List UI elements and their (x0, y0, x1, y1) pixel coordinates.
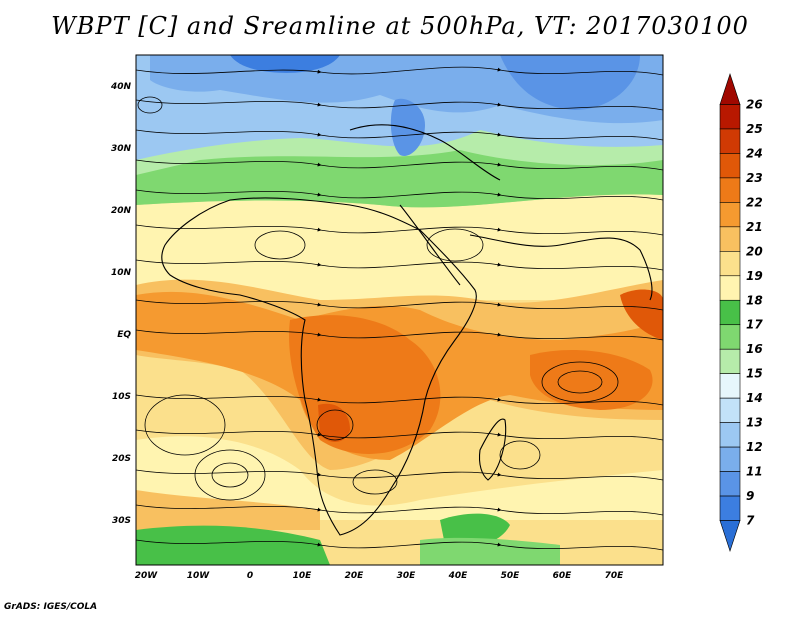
coastlines (161, 124, 653, 536)
colorbar-swatch (719, 251, 741, 277)
lat-label: 10S (112, 392, 131, 402)
colorbar-label: 23 (746, 171, 763, 185)
lon-label: 20E (345, 571, 365, 581)
colorbar-label: 25 (746, 122, 763, 136)
lat-label: 30N (111, 144, 132, 154)
map-frame (135, 54, 664, 566)
colorbar-swatch (719, 446, 741, 472)
lon-label: 0 (247, 571, 253, 581)
colorbar-swatch (719, 422, 741, 448)
colorbar-swatch (719, 348, 741, 374)
colorbar-swatch (719, 373, 741, 399)
lat-label: 10N (111, 268, 132, 278)
colorbar-swatch (719, 226, 741, 252)
colorbar-swatch (719, 73, 741, 105)
colorbar-label: 12 (746, 440, 763, 454)
colorbar-label: 13 (746, 416, 763, 430)
wbpt-shading (136, 55, 663, 565)
colorbar-swatch (719, 202, 741, 228)
lat-axis: 40N 30N 20N 10N EQ 10S 20S 30S (110, 82, 132, 526)
colorbar-swatch (719, 275, 741, 301)
colorbar-swatch (719, 520, 741, 552)
lon-axis: 20W 10W 0 10E 20E 30E 40E 50E 60E 70E (135, 571, 624, 581)
colorbar-label: 7 (746, 514, 755, 528)
colorbar-label: 18 (746, 293, 763, 307)
colorbar-label: 26 (746, 97, 763, 111)
lon-label: 50E (501, 571, 521, 581)
lon-label: 10E (293, 571, 313, 581)
colorbar-label: 11 (746, 465, 763, 479)
lat-label: EQ (117, 330, 131, 340)
colorbar-label: 9 (746, 489, 754, 503)
colorbar: 26 25 24 23 22 21 20 19 18 17 16 15 14 13 12 11 9 7 (719, 73, 763, 552)
colorbar-swatch (719, 104, 741, 130)
lon-label: 60E (553, 571, 573, 581)
colorbar-swatch (719, 299, 741, 326)
lon-label: 70E (605, 571, 625, 581)
map-title: WBPT [C] and Sreamline at 500hPa, VT: 20… (51, 12, 749, 40)
lat-label: 20N (111, 206, 132, 216)
streamlines (136, 66, 663, 551)
lon-label: 40E (448, 571, 469, 581)
colorbar-swatch (719, 153, 741, 179)
colorbar-swatch (719, 177, 741, 203)
colorbar-label: 22 (746, 195, 763, 209)
colorbar-swatch (719, 128, 741, 154)
colorbar-swatch (719, 495, 741, 521)
colorbar-label: 17 (746, 318, 763, 332)
colorbar-swatch (719, 324, 741, 350)
colorbar-label: 15 (746, 367, 763, 381)
colorbar-swatch (719, 397, 741, 423)
lon-label: 30E (397, 571, 417, 581)
lon-label: 10W (187, 571, 211, 581)
colorbar-label: 24 (746, 146, 763, 160)
grads-credit: GrADS: IGES/COLA (4, 602, 98, 612)
colorbar-label: 20 (746, 244, 763, 258)
colorbar-swatch (719, 471, 741, 497)
lat-label: 40N (110, 82, 132, 92)
lon-label: 20W (135, 571, 159, 581)
colorbar-label: 21 (746, 220, 763, 234)
lat-label: 30S (112, 516, 131, 526)
colorbar-label: 14 (746, 391, 763, 405)
colorbar-label: 16 (746, 342, 763, 356)
colorbar-label: 19 (746, 269, 763, 283)
lat-label: 20S (112, 454, 131, 464)
